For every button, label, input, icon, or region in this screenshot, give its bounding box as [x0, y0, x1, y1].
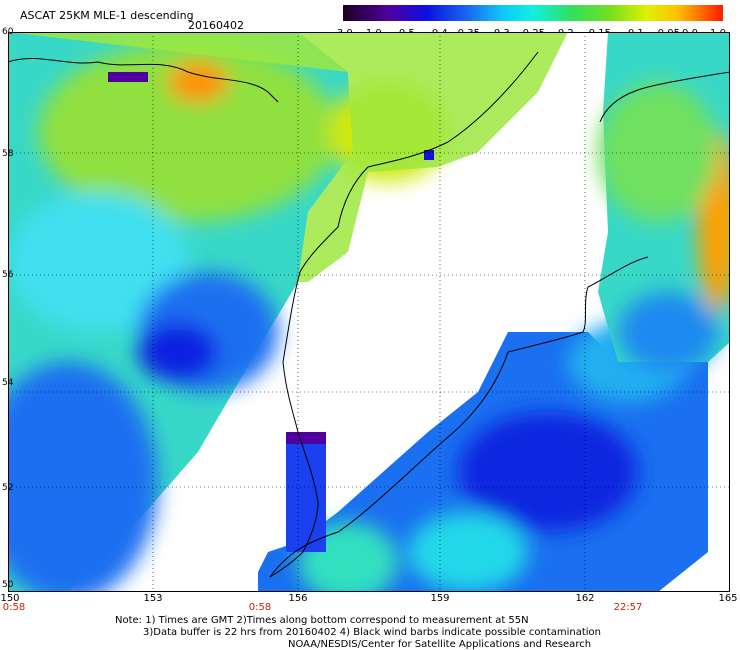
time-label: 0:58	[248, 602, 272, 613]
latitude-label: 60	[2, 27, 14, 37]
longitude-label: 162	[575, 593, 595, 604]
latitude-label: 52	[2, 483, 14, 493]
longitude-label: 153	[143, 593, 163, 604]
note-line-1: Note: 1) Times are GMT 2)Times along bot…	[115, 615, 529, 626]
map-date: 20160402	[188, 19, 244, 32]
scatterometer-swaths	[8, 32, 730, 592]
note-line-3: NOAA/NESDIS/Center for Satellite Applica…	[288, 639, 592, 650]
longitude-label: 150	[0, 593, 20, 604]
wind-map	[8, 32, 730, 592]
longitude-label: 165	[718, 593, 738, 604]
latitude-label: 50	[2, 580, 14, 590]
note-line-2: 3)Data buffer is 22 hrs from 20160402 4)…	[143, 627, 601, 638]
grid	[8, 32, 730, 592]
longitude-label: 159	[430, 593, 450, 604]
latitude-label: 58	[2, 149, 14, 159]
time-label: 22:57	[613, 602, 643, 613]
latitude-label: 56	[2, 270, 14, 280]
map-title: ASCAT 25KM MLE-1 descending	[20, 9, 194, 22]
color-scale-bar	[343, 5, 723, 21]
latitude-label: 54	[2, 378, 14, 388]
coastline	[8, 51, 730, 578]
time-label: 0:58	[2, 602, 26, 613]
longitude-label: 156	[288, 593, 308, 604]
